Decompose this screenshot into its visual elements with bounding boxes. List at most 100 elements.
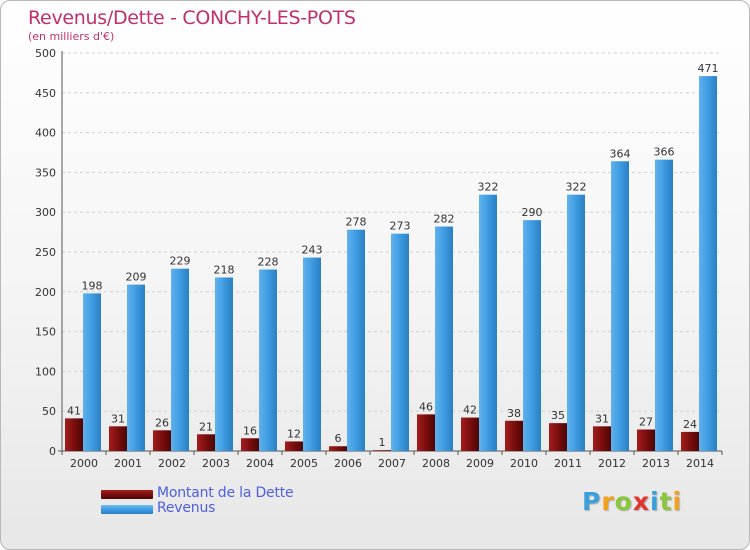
data-label-debt: 6 xyxy=(335,432,342,445)
data-label-revenue: 278 xyxy=(346,216,367,229)
data-label-debt: 41 xyxy=(67,404,81,417)
data-label-debt: 31 xyxy=(111,412,125,425)
data-label-debt: 35 xyxy=(551,409,565,422)
bar-debt xyxy=(241,438,259,451)
logo-letter: o xyxy=(614,487,633,516)
x-tick-label: 2012 xyxy=(598,457,626,470)
bar-revenue xyxy=(303,257,321,451)
chart-subtitle: (en milliers d'€) xyxy=(28,30,115,43)
data-label-revenue: 282 xyxy=(434,213,455,226)
x-tick-label: 2008 xyxy=(422,457,450,470)
y-tick-label: 300 xyxy=(35,206,56,219)
data-label-revenue: 209 xyxy=(126,271,147,284)
logo-letter: P xyxy=(582,487,602,516)
bar-debt xyxy=(65,418,83,451)
data-label-debt: 16 xyxy=(243,424,257,437)
data-label-revenue: 218 xyxy=(214,263,235,276)
y-tick-label: 350 xyxy=(35,166,56,179)
bar-revenue xyxy=(567,194,585,452)
bar-revenue xyxy=(435,226,453,451)
y-tick-label: 250 xyxy=(35,246,56,259)
legend-swatch-revenue xyxy=(101,505,153,514)
x-tick-label: 2005 xyxy=(290,457,318,470)
bar-debt xyxy=(197,434,215,451)
bar-debt xyxy=(373,450,391,451)
bar-revenue xyxy=(259,269,277,451)
legend-label-revenue: Revenus xyxy=(157,500,216,516)
data-label-debt: 24 xyxy=(683,418,697,431)
logo-letter: t xyxy=(659,487,673,516)
bar-debt xyxy=(593,426,611,451)
x-tick-label: 2014 xyxy=(686,457,714,470)
y-tick-label: 400 xyxy=(35,127,56,140)
bar-revenue xyxy=(611,161,629,452)
y-tick-label: 50 xyxy=(42,405,56,418)
y-tick-label: 500 xyxy=(35,47,56,60)
y-tick-label: 150 xyxy=(35,326,56,339)
x-tick-label: 2013 xyxy=(642,457,670,470)
x-tick-label: 2001 xyxy=(114,457,142,470)
bar-debt xyxy=(681,431,699,451)
bar-revenue xyxy=(479,194,497,452)
data-label-debt: 21 xyxy=(199,420,213,433)
data-label-debt: 26 xyxy=(155,416,169,429)
data-label-revenue: 243 xyxy=(302,244,323,257)
data-label-revenue: 322 xyxy=(566,181,587,194)
bar-revenue xyxy=(699,76,717,452)
y-tick-label: 0 xyxy=(49,445,56,458)
bar-debt xyxy=(417,414,435,451)
data-label-debt: 1 xyxy=(379,436,386,449)
legend-swatch-debt xyxy=(101,490,153,499)
y-tick-label: 100 xyxy=(35,365,56,378)
data-label-revenue: 322 xyxy=(478,181,499,194)
x-tick-label: 2004 xyxy=(246,457,274,470)
data-label-revenue: 290 xyxy=(522,206,543,219)
logo-letter: i xyxy=(672,487,683,516)
bar-revenue xyxy=(347,229,365,451)
data-label-debt: 42 xyxy=(463,404,477,417)
data-label-debt: 46 xyxy=(419,400,433,413)
bar-revenue xyxy=(171,268,189,451)
legend-label-debt: Montant de la Dette xyxy=(157,485,294,501)
logo-letter: x xyxy=(632,487,650,516)
logo-letter: r xyxy=(601,487,615,516)
data-label-debt: 27 xyxy=(639,416,653,429)
bar-debt xyxy=(285,441,303,451)
bar-revenue xyxy=(215,277,233,451)
data-label-debt: 31 xyxy=(595,412,609,425)
data-label-revenue: 273 xyxy=(390,220,411,233)
data-label-debt: 38 xyxy=(507,407,521,420)
data-label-revenue: 229 xyxy=(170,255,191,268)
bar-revenue xyxy=(655,159,673,451)
bar-debt xyxy=(329,446,347,451)
data-label-revenue: 471 xyxy=(698,62,719,75)
x-tick-label: 2011 xyxy=(554,457,582,470)
bar-debt xyxy=(109,426,127,451)
bar-debt xyxy=(153,430,171,451)
bar-debt xyxy=(637,429,655,451)
data-label-revenue: 366 xyxy=(654,146,675,159)
bar-revenue xyxy=(391,233,409,451)
data-label-revenue: 198 xyxy=(82,279,103,292)
bar-debt xyxy=(549,423,567,451)
bar-revenue xyxy=(83,293,101,451)
bar-debt xyxy=(461,417,479,451)
bar-revenue xyxy=(127,284,145,451)
data-label-revenue: 364 xyxy=(610,147,631,160)
data-label-debt: 12 xyxy=(287,427,301,440)
x-tick-label: 2010 xyxy=(510,457,538,470)
logo-letter: i xyxy=(650,487,660,516)
x-tick-label: 2006 xyxy=(334,457,362,470)
bar-revenue xyxy=(523,220,541,451)
data-label-revenue: 228 xyxy=(258,256,279,269)
bar-debt xyxy=(505,420,523,451)
x-tick-label: 2009 xyxy=(466,457,494,470)
x-tick-label: 2007 xyxy=(378,457,406,470)
x-tick-label: 2003 xyxy=(202,457,230,470)
chart-title: Revenus/Dette - CONCHY-LES-POTS xyxy=(28,7,356,29)
x-tick-label: 2000 xyxy=(70,457,98,470)
y-tick-label: 200 xyxy=(35,286,56,299)
y-tick-label: 450 xyxy=(35,87,56,100)
